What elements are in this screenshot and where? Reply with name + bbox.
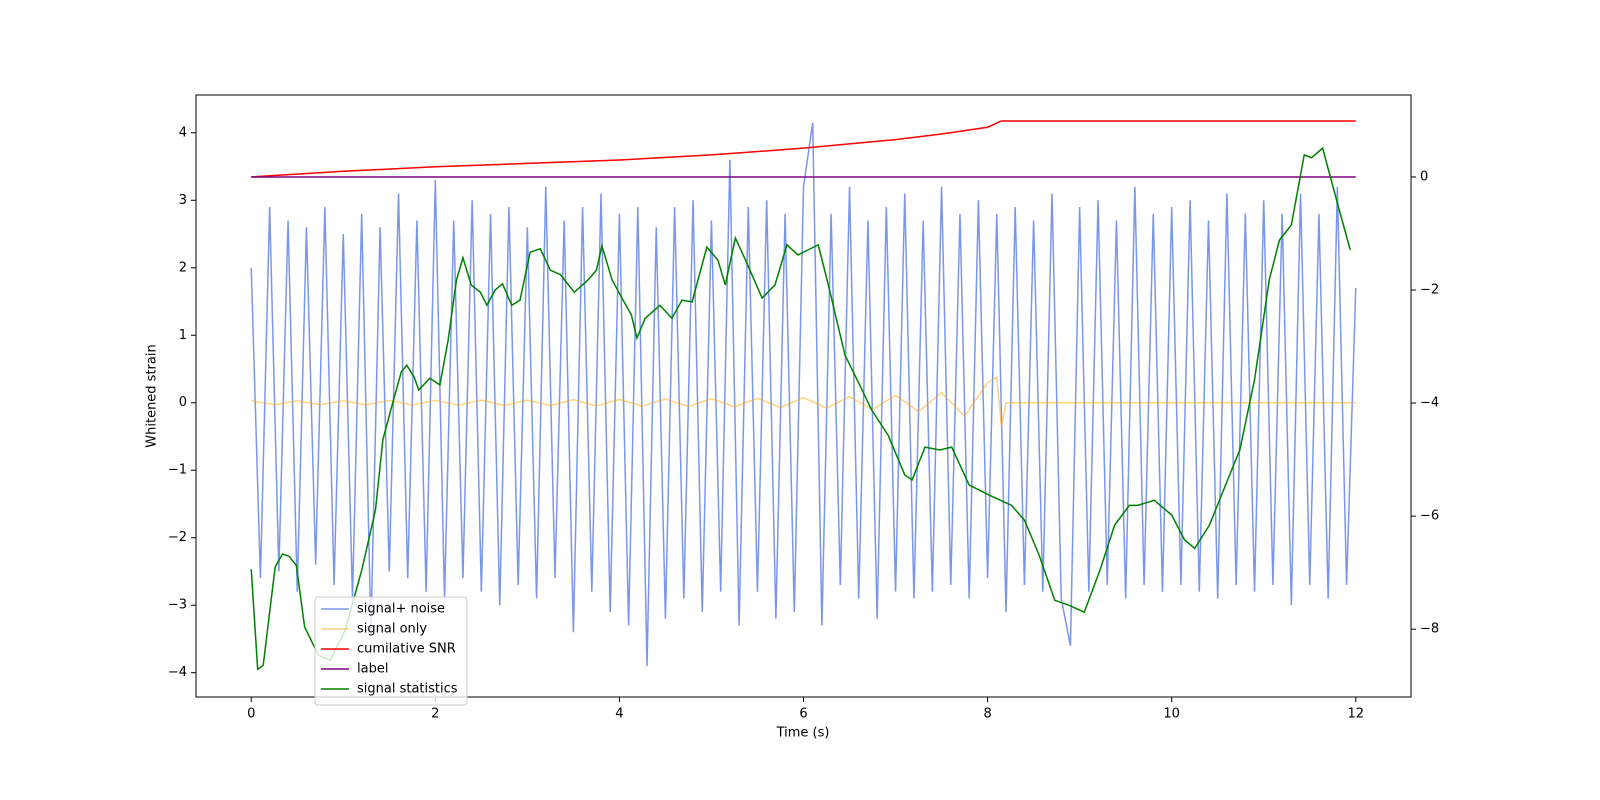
y2-tick-label: −4 [1420, 396, 1439, 411]
y-tick-label: 2 [179, 260, 187, 275]
x-tick-label: 6 [799, 707, 807, 722]
line-series [250, 122, 1357, 666]
x-tick-label: 0 [247, 707, 255, 722]
y-tick-label: 0 [179, 395, 187, 410]
y2-tick-label: −6 [1420, 509, 1439, 524]
y-tick-label: 1 [179, 328, 187, 343]
y-tick-label: 3 [179, 193, 187, 208]
legend-label: signal statistics [357, 682, 458, 697]
legend-label: signal only [357, 622, 427, 637]
y-tick-label: −4 [168, 665, 187, 680]
legend-frame [314, 596, 468, 706]
y-tick-label: −2 [168, 530, 187, 545]
line-series [250, 146, 1351, 671]
legend-label: cumilative SNR [357, 642, 456, 657]
line-series [251, 120, 1356, 178]
x-tick-label: 12 [1347, 707, 1364, 722]
line-series [251, 375, 1356, 427]
y-axis-label: Whitened strain [145, 344, 160, 447]
y-tick-label: 4 [179, 125, 187, 140]
legend-label: label [357, 662, 388, 677]
y-tick-label: −3 [168, 598, 187, 613]
legend-label: signal+ noise [357, 602, 445, 617]
y2-tick-label: 0 [1420, 169, 1428, 184]
y2-tick-label: −2 [1420, 283, 1439, 298]
y-tick-label: −1 [168, 463, 187, 478]
x-tick-label: 10 [1163, 707, 1180, 722]
x-tick-label: 2 [431, 707, 439, 722]
legend: signal+ noise signal only cumilative SNR la… [314, 596, 468, 706]
x-tick-label: 8 [983, 707, 991, 722]
x-tick-label: 4 [615, 707, 623, 722]
x-axis-label: Time (s) [776, 726, 830, 741]
y2-tick-label: −8 [1420, 622, 1439, 637]
